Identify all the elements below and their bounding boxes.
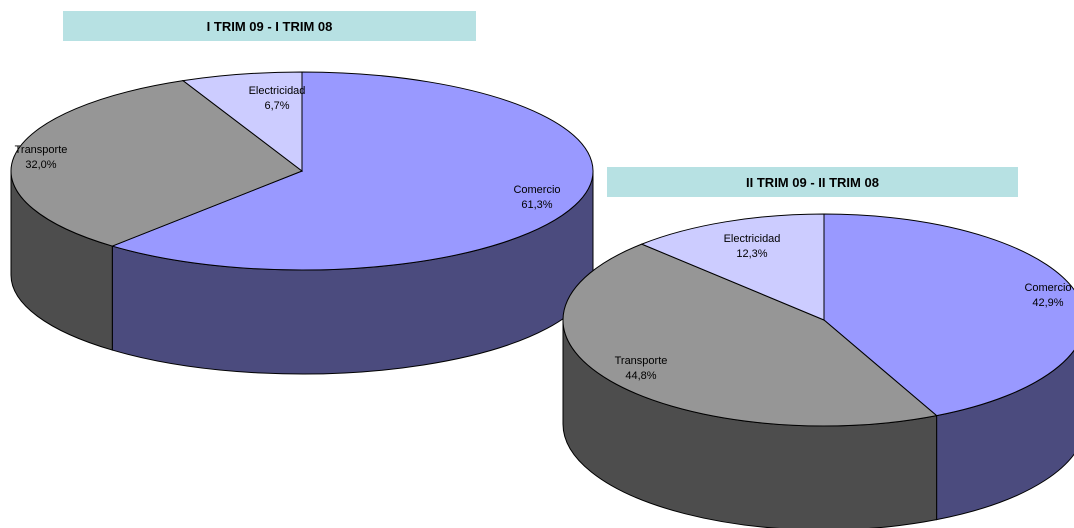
pie-chart-1: Comercio 61,3% Transporte 32,0% Electricidad… xyxy=(10,71,594,375)
pie1-label-electricidad: Electricidad xyxy=(249,85,306,97)
pie1-value-comercio: 61,3% xyxy=(521,199,552,211)
pie2-label-comercio: Comercio xyxy=(1024,282,1071,294)
pie2-label-electricidad: Electricidad xyxy=(724,233,781,245)
pie2-slice-electricidad xyxy=(640,213,825,321)
pie1-slice-comercio xyxy=(110,71,594,271)
pie1-slice-transporte xyxy=(10,80,304,247)
chart1-title: I TRIM 09 - I TRIM 08 xyxy=(63,11,476,41)
pie1-label-transporte: Transporte xyxy=(15,144,68,156)
pie2-slice-transporte xyxy=(562,243,938,427)
pie2-value-electricidad: 12,3% xyxy=(736,248,767,260)
pie2-value-comercio: 42,9% xyxy=(1032,297,1063,309)
pie2-slice-comercio xyxy=(823,213,1074,417)
pie1-slice-electricidad xyxy=(181,71,303,173)
pie2-value-transporte: 44,8% xyxy=(625,370,656,382)
pie1-value-electricidad: 6,7% xyxy=(264,100,289,112)
chart2-title: II TRIM 09 - II TRIM 08 xyxy=(607,167,1018,197)
pie1-label-comercio: Comercio xyxy=(513,184,560,196)
pie2-label-transporte: Transporte xyxy=(615,355,668,367)
pie1-value-transporte: 32,0% xyxy=(25,159,56,171)
pie-chart-2: Comercio 42,9% Transporte 44,8% Electricidad… xyxy=(562,213,1074,528)
